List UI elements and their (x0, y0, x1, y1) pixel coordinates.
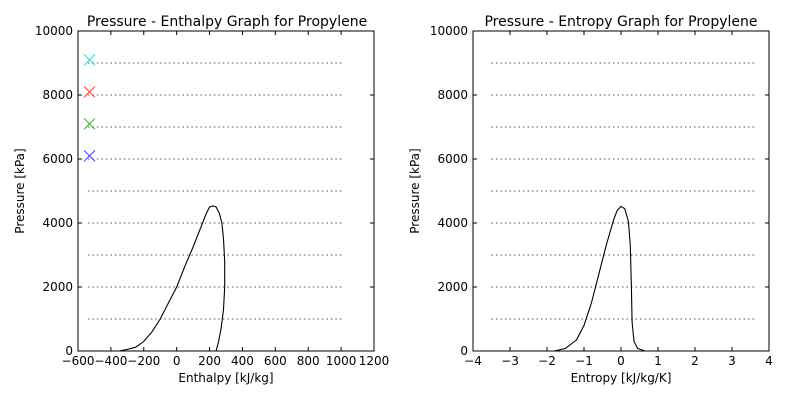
x-axis-label: Enthalpy [kJ/kg] (178, 371, 273, 385)
x-marker (83, 149, 96, 162)
x-tick-label: −1 (575, 354, 593, 368)
isobar-group (87, 62, 345, 320)
x-tick-label: −4 (464, 354, 482, 368)
plot-frame (77, 30, 375, 352)
y-tick-label: 2000 (437, 280, 468, 294)
x-tick-label: 0 (617, 354, 625, 368)
x-tick-group: −4 −3 −2 −1 0 1 2 3 4 (464, 31, 773, 368)
y-tick-label: 0 (460, 344, 468, 358)
x-tick-label: −3 (501, 354, 519, 368)
x-marker (83, 85, 96, 98)
x-tick-label: 200 (198, 354, 221, 368)
x-marker (83, 53, 96, 66)
chart-enthalpy: Pressure - Enthalpy Graph for Propylene … (13, 14, 389, 385)
y-axis-label: Pressure [kPa] (13, 148, 27, 233)
x-axis-label: Entropy [kJ/kg/K] (571, 371, 672, 385)
x-marker-stroke (83, 117, 96, 130)
x-tick-label: −400 (94, 354, 127, 368)
saturation-dome-group (118, 205, 226, 352)
saturation-dome-curve (554, 205, 646, 352)
chart-title: Pressure - Enthalpy Graph for Propylene (87, 14, 367, 30)
y-tick-label: 4000 (42, 216, 73, 230)
y-tick-label: 10000 (35, 24, 73, 38)
chart-entropy: Pressure - Entropy Graph for Propylene −… (408, 14, 773, 385)
y-tick-label: 0 (65, 344, 73, 358)
y-tick-label: 6000 (42, 152, 73, 166)
y-tick-group: 0 2000 4000 6000 8000 10000 (430, 24, 769, 358)
x-marker-stroke (83, 149, 96, 162)
y-tick-label: 6000 (437, 152, 468, 166)
y-tick-label: 8000 (42, 88, 73, 102)
x-tick-label: 2 (691, 354, 699, 368)
x-tick-label: 4 (765, 354, 773, 368)
y-tick-label: 8000 (437, 88, 468, 102)
y-tick-label: 10000 (430, 24, 468, 38)
x-marker-stroke (83, 85, 96, 98)
x-tick-label: 1 (654, 354, 662, 368)
x-tick-label: 3 (728, 354, 736, 368)
x-tick-group: −600 −400 −200 0 200 400 600 800 1000 1200 (62, 31, 390, 368)
x-marker-stroke (83, 53, 96, 66)
x-tick-label: 800 (297, 354, 320, 368)
saturation-dome-group (554, 205, 646, 352)
plot-frame (472, 30, 770, 352)
y-tick-group: 0 2000 4000 6000 8000 10000 (35, 24, 374, 358)
marker-group (83, 53, 96, 162)
y-tick-label: 2000 (42, 280, 73, 294)
x-tick-label: −200 (127, 354, 160, 368)
y-tick-label: 4000 (437, 216, 468, 230)
y-axis-label: Pressure [kPa] (408, 148, 422, 233)
x-tick-label: 400 (231, 354, 254, 368)
x-marker (83, 117, 96, 130)
x-tick-label: 600 (264, 354, 287, 368)
x-tick-label: 1200 (359, 354, 390, 368)
isobar-group (491, 62, 755, 320)
chart-title: Pressure - Entropy Graph for Propylene (484, 14, 757, 30)
saturation-dome-curve (118, 205, 226, 352)
x-tick-label: −2 (538, 354, 556, 368)
x-tick-label: 0 (173, 354, 181, 368)
x-tick-label: 1000 (326, 354, 357, 368)
x-tick-label: −600 (62, 354, 95, 368)
